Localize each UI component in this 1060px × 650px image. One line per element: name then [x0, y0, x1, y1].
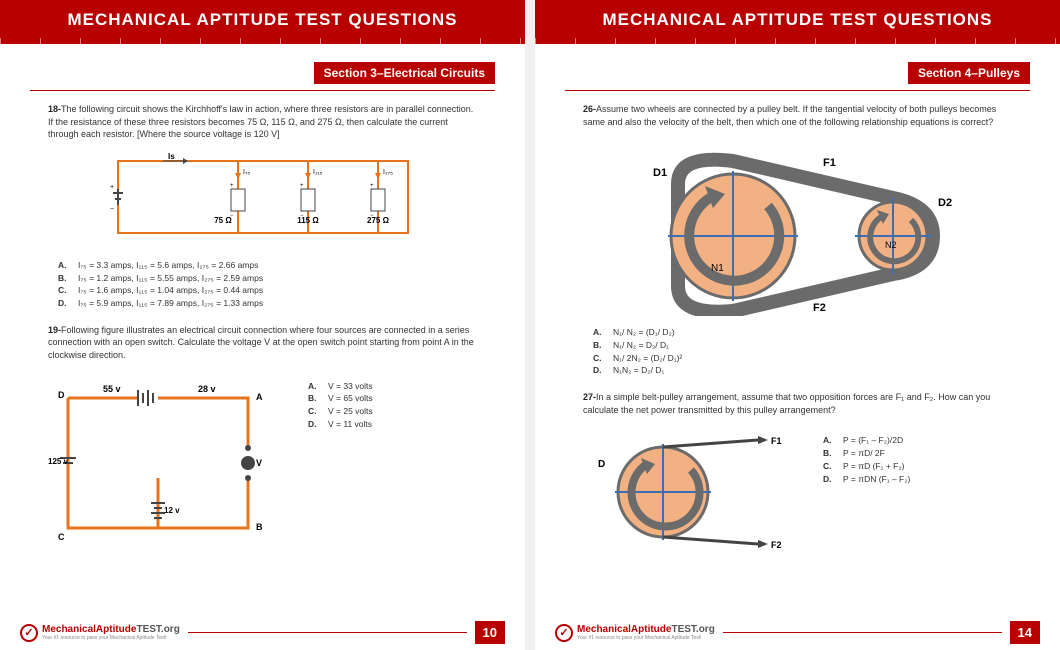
q26-body: Assume two wheels are connected by a pul…	[583, 104, 996, 127]
svg-text:55 v: 55 v	[103, 384, 121, 394]
svg-text:V: V	[256, 458, 262, 468]
q26-options: A.N₁/ N₂ = (D₁/ D₂) B.N₁/ N₂ = D₂/ D₁ C.…	[593, 326, 1012, 377]
footer-logo-text: MechanicalAptitudeTEST.org Your #1 resou…	[42, 624, 180, 641]
q19-opt-b: V = 65 volts	[328, 392, 373, 405]
content-right: 26-Assume two wheels are connected by a …	[535, 103, 1060, 650]
svg-text:12 v: 12 v	[164, 506, 180, 515]
q19-opt-a: V = 33 volts	[328, 380, 373, 393]
q18-num: 18-	[48, 104, 61, 114]
q27-opt-d: P = πDN (F₁ – F₂)	[843, 473, 910, 486]
q27-opt-b: P = πD/ 2F	[843, 447, 885, 460]
svg-text:A: A	[256, 392, 263, 402]
svg-text:+: +	[370, 183, 374, 189]
section-bar-right: Section 4–Pulleys	[565, 62, 1030, 84]
svg-text:B: B	[256, 522, 263, 532]
q19-num: 19-	[48, 325, 61, 335]
q27-figure: D F1 F2	[583, 432, 793, 552]
page-right: MECHANICAL APTITUDE TEST QUESTIONS Secti…	[535, 0, 1060, 650]
page-number-left: 10	[475, 621, 505, 644]
q19-body: Following figure illustrates an electric…	[48, 325, 474, 360]
svg-text:D: D	[598, 459, 605, 470]
svg-text:+: +	[300, 183, 304, 189]
q18-opt-d: I₇₅ = 5.9 amps, I₁₁₅ = 7.89 amps, I₂₇₅ =…	[78, 297, 263, 310]
q18-figure: + − Is I₇₅ I₁₁₅ I₂₇₅ 75 Ω 115 Ω 275 Ω +	[48, 149, 477, 249]
svg-text:−: −	[370, 213, 374, 219]
section-rule-left	[30, 90, 495, 91]
svg-text:D2: D2	[938, 197, 952, 209]
svg-text:I₂₇₅: I₂₇₅	[383, 169, 393, 176]
q27-options: A.P = (F₁ – F₂)/2D B.P = πD/ 2F C.P = πD…	[823, 434, 1012, 485]
q27-opt-a: P = (F₁ – F₂)/2D	[843, 434, 903, 447]
logo-check-icon: ✓	[20, 624, 38, 642]
svg-text:−: −	[110, 206, 114, 213]
q18-options: A.I₇₅ = 3.3 amps, I₁₁₅ = 5.6 amps, I₂₇₅ …	[58, 259, 477, 310]
q18-opt-c: I₇₅ = 1.6 amps, I₁₁₅ = 1.04 amps, I₂₇₅ =…	[78, 284, 263, 297]
svg-text:N1: N1	[711, 263, 724, 274]
svg-text:I₁₁₅: I₁₁₅	[313, 169, 323, 176]
q27-text: 27-In a simple belt-pulley arrangement, …	[583, 391, 1012, 416]
svg-text:N2: N2	[885, 240, 897, 250]
q27-opt-c: P = πD (F₁ + F₂)	[843, 460, 904, 473]
section-title-right: Section 4–Pulleys	[908, 62, 1030, 84]
svg-text:−: −	[300, 213, 304, 219]
lbl-is: Is	[168, 152, 175, 161]
q18-opt-b: I₇₅ = 1.2 amps, I₁₁₅ = 5.55 amps, I₂₇₅ =…	[78, 272, 263, 285]
q26-opt-c: N₁/ 2N₂ = (D₂/ D₁)²	[613, 352, 682, 365]
svg-text:F1: F1	[771, 436, 782, 446]
page-left: MECHANICAL APTITUDE TEST QUESTIONS Secti…	[0, 0, 525, 650]
q26-text: 26-Assume two wheels are connected by a …	[583, 103, 1012, 128]
section-title-left: Section 3–Electrical Circuits	[314, 62, 495, 84]
q18-body: The following circuit shows the Kirchhof…	[48, 104, 473, 139]
content-left: 18-The following circuit shows the Kirch…	[0, 103, 525, 650]
svg-text:F2: F2	[813, 302, 826, 314]
section-rule-right	[565, 90, 1030, 91]
q19-options: A.V = 33 volts B.V = 65 volts C.V = 25 v…	[308, 380, 477, 431]
q26-opt-a: N₁/ N₂ = (D₁/ D₂)	[613, 326, 675, 339]
svg-text:28 v: 28 v	[198, 384, 216, 394]
q19-figure: 55 v 28 v 125 v 12 v A B C D V	[48, 378, 278, 548]
svg-text:F1: F1	[823, 157, 836, 169]
svg-text:D1: D1	[653, 167, 667, 179]
page-number-right: 14	[1010, 621, 1040, 644]
svg-text:C: C	[58, 532, 65, 542]
q27-num: 27-	[583, 392, 596, 402]
svg-text:D: D	[58, 390, 65, 400]
footer-right: ✓ MechanicalAptitudeTEST.org Your #1 res…	[555, 621, 1040, 644]
q26-figure: D1 D2 N1 N2 F1 F2	[583, 136, 1012, 316]
footer-left: ✓ MechanicalAptitudeTEST.org Your #1 res…	[20, 621, 505, 644]
banner-right: MECHANICAL APTITUDE TEST QUESTIONS	[535, 0, 1060, 44]
banner-left: MECHANICAL APTITUDE TEST QUESTIONS	[0, 0, 525, 44]
q26-opt-b: N₁/ N₂ = D₂/ D₁	[613, 339, 669, 352]
section-bar-left: Section 3–Electrical Circuits	[30, 62, 495, 84]
svg-text:+: +	[110, 184, 114, 191]
q18-text: 18-The following circuit shows the Kirch…	[48, 103, 477, 141]
q18-opt-a: I₇₅ = 3.3 amps, I₁₁₅ = 5.6 amps, I₂₇₅ = …	[78, 259, 258, 272]
svg-text:−: −	[230, 213, 234, 219]
svg-text:F2: F2	[771, 540, 782, 550]
q26-num: 26-	[583, 104, 596, 114]
footer-logo-text-r: MechanicalAptitudeTEST.org Your #1 resou…	[577, 624, 715, 641]
q19-opt-c: V = 25 volts	[328, 405, 373, 418]
q19-opt-d: V = 11 volts	[328, 418, 372, 431]
q27-body: In a simple belt-pulley arrangement, ass…	[583, 392, 990, 415]
svg-text:+: +	[230, 183, 234, 189]
q26-opt-d: N₁N₂ = D₂/ D₁	[613, 364, 664, 377]
svg-text:I₇₅: I₇₅	[243, 169, 250, 176]
q19-text: 19-Following figure illustrates an elect…	[48, 324, 477, 362]
svg-text:125 v: 125 v	[48, 457, 69, 466]
logo-check-icon: ✓	[555, 624, 573, 642]
